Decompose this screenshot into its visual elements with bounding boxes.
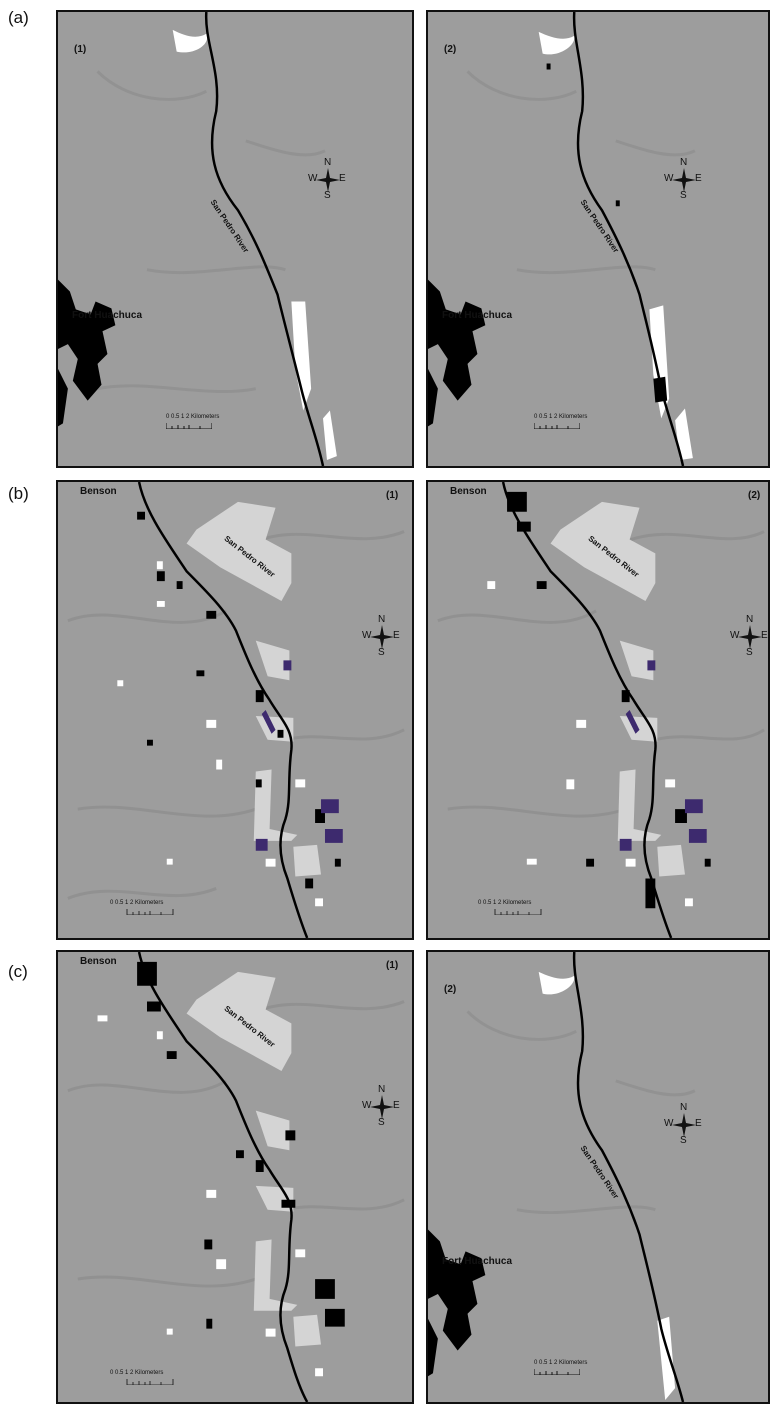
scale-bar: 0 0.5 1 2 Kilometers bbox=[534, 414, 644, 434]
terrain-map bbox=[428, 952, 696, 1402]
place-label: Fort Huachuca bbox=[72, 310, 143, 321]
compass-e: E bbox=[339, 173, 346, 184]
compass-s: S bbox=[324, 190, 331, 201]
north-arrow-icon: N W E S bbox=[362, 614, 402, 660]
north-arrow-icon: N W E S bbox=[362, 1084, 402, 1130]
san-pedro-river-line bbox=[572, 952, 685, 1402]
compass-s: S bbox=[680, 190, 687, 201]
scale-ticks: 0 0.5 1 2 Kilometers bbox=[166, 414, 220, 420]
fort-huachuca-urban-area bbox=[58, 279, 116, 427]
row-label-b: (b) bbox=[8, 484, 29, 503]
protected-area bbox=[253, 1110, 322, 1347]
scale-ticks: 0 0.5 1 2 Kilometers bbox=[534, 1360, 588, 1366]
north-arrow-icon: N W E S bbox=[308, 157, 348, 203]
fort-huachuca-urban-area bbox=[428, 279, 486, 427]
compass-n: N bbox=[746, 614, 754, 625]
map-panel-c2: (2) Fort Huachuca San Pedro River N W E … bbox=[426, 950, 770, 1404]
riparian-area bbox=[538, 971, 676, 1401]
row-label-c: (c) bbox=[8, 962, 28, 981]
compass-n: N bbox=[378, 614, 386, 625]
scale-ticks: 0 0.5 1 2 Kilometers bbox=[478, 900, 532, 906]
map-panel-b1: Benson (1) San Pedro River N W E S 0 0.5… bbox=[56, 480, 414, 940]
panel-number: (2) bbox=[444, 984, 457, 995]
san-pedro-river-line bbox=[501, 482, 673, 938]
san-pedro-river-line bbox=[137, 952, 309, 1402]
compass-w: W bbox=[730, 630, 740, 641]
fort-huachuca-urban-area bbox=[428, 1229, 486, 1377]
scale-bar: 0 0.5 1 2 Kilometers bbox=[110, 1370, 250, 1390]
panel-number: (1) bbox=[386, 960, 399, 971]
scale-ticks: 0 0.5 1 2 Kilometers bbox=[110, 1370, 164, 1376]
row-label-a: (a) bbox=[8, 8, 29, 27]
compass-s: S bbox=[378, 1117, 385, 1128]
scale-bar: 0 0.5 1 2 Kilometers bbox=[478, 900, 618, 920]
compass-n: N bbox=[680, 157, 688, 168]
terrain-map bbox=[67, 482, 405, 938]
compass-s: S bbox=[378, 647, 385, 658]
compass-e: E bbox=[393, 630, 400, 641]
place-label: Benson bbox=[450, 486, 487, 497]
protected-area bbox=[186, 501, 292, 601]
map-panel-a2: (2) Fort Huachuca San Pedro River N W E … bbox=[426, 10, 770, 468]
scale-bar: 0 0.5 1 2 Kilometers bbox=[166, 414, 276, 434]
terrain-map bbox=[428, 12, 696, 466]
compass-e: E bbox=[761, 630, 768, 641]
compass-w: W bbox=[308, 173, 318, 184]
protected-area bbox=[186, 971, 292, 1071]
north-arrow-icon: N W E S bbox=[664, 1102, 704, 1148]
protected-area bbox=[253, 640, 322, 877]
compass-s: S bbox=[746, 647, 753, 658]
compass-w: W bbox=[664, 173, 674, 184]
compass-w: W bbox=[362, 630, 372, 641]
compass-w: W bbox=[362, 1100, 372, 1111]
san-pedro-river-line bbox=[204, 12, 325, 466]
north-arrow-icon: N W E S bbox=[664, 157, 704, 203]
map-panel-a1: (1) Fort Huachuca San Pedro River N W E … bbox=[56, 10, 414, 468]
protected-area bbox=[617, 640, 685, 877]
terrain-map bbox=[437, 482, 765, 938]
scale-bar: 0 0.5 1 2 Kilometers bbox=[110, 900, 250, 920]
place-label: Fort Huachuca bbox=[442, 310, 513, 321]
map-panel-c1: Benson (1) San Pedro River N W E S 0 0.5… bbox=[56, 950, 414, 1404]
compass-e: E bbox=[695, 1118, 702, 1129]
compass-w: W bbox=[664, 1118, 674, 1129]
north-arrow-icon: N W E S bbox=[730, 614, 768, 660]
compass-e: E bbox=[695, 173, 702, 184]
place-label: Benson bbox=[80, 956, 117, 967]
terrain-map bbox=[58, 12, 337, 466]
terrain-map bbox=[67, 952, 405, 1402]
panel-number: (2) bbox=[748, 490, 761, 501]
panel-number: (2) bbox=[444, 44, 457, 55]
compass-n: N bbox=[324, 157, 332, 168]
compass-e: E bbox=[393, 1100, 400, 1111]
place-label: Benson bbox=[80, 486, 117, 497]
panel-number: (1) bbox=[74, 44, 87, 55]
purple-class-patches bbox=[255, 660, 343, 851]
protected-area bbox=[550, 501, 656, 601]
scale-ticks: 0 0.5 1 2 Kilometers bbox=[534, 414, 588, 420]
compass-n: N bbox=[680, 1102, 688, 1113]
map-panel-b2: Benson (2) San Pedro River N W E S 0 0.5… bbox=[426, 480, 770, 940]
san-pedro-river-line bbox=[572, 12, 685, 466]
riparian-area bbox=[172, 29, 337, 461]
purple-class-patches bbox=[619, 660, 707, 851]
compass-s: S bbox=[680, 1135, 687, 1146]
place-label: Fort Huachuca bbox=[442, 1256, 513, 1267]
scale-ticks: 0 0.5 1 2 Kilometers bbox=[110, 900, 164, 906]
san-pedro-river-line bbox=[137, 482, 309, 938]
panel-number: (1) bbox=[386, 490, 399, 501]
scale-bar: 0 0.5 1 2 Kilometers bbox=[534, 1360, 644, 1380]
compass-n: N bbox=[378, 1084, 386, 1095]
